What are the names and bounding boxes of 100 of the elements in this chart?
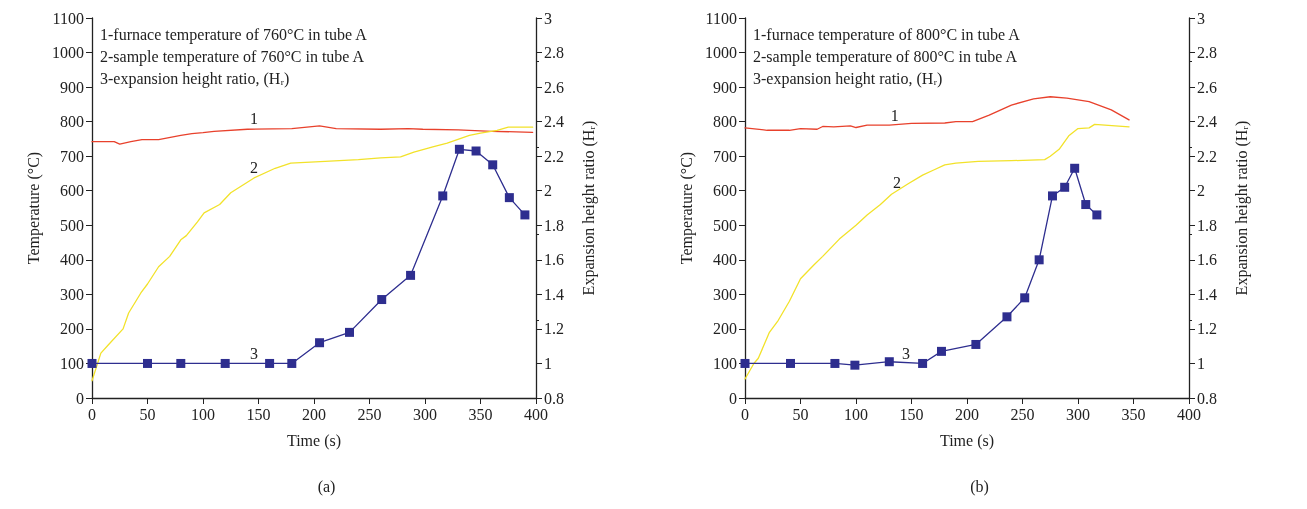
point xyxy=(971,339,981,349)
annotation: 2 xyxy=(250,159,259,177)
y-axis-title: Temperature (°C) xyxy=(24,151,43,265)
annotation: 2-sample temperature of 760°C in tube A xyxy=(100,47,365,66)
x-tick-label: 300 xyxy=(1066,405,1090,423)
y2-axis-title: Expansion height ratio (Hᵣ) xyxy=(579,120,598,296)
x-tick-label: 400 xyxy=(1177,405,1201,423)
y2-tick-label: 2.6 xyxy=(544,78,564,96)
annotation: 1 xyxy=(250,110,259,128)
y-tick-label: 900 xyxy=(60,78,84,96)
y-tick-label: 800 xyxy=(713,113,737,131)
point xyxy=(1060,182,1070,192)
line-series xyxy=(744,123,1130,380)
x-axis-title: Time (s) xyxy=(939,431,995,450)
point xyxy=(176,358,186,368)
x-tick-label: 150 xyxy=(899,405,924,423)
y-tick-label: 1100 xyxy=(52,9,84,27)
y2-tick-label: 1.2 xyxy=(1197,320,1217,338)
annotation: 2 xyxy=(893,173,902,191)
y2-tick-label: 0.8 xyxy=(1197,389,1217,407)
y2-tick-label: 2.4 xyxy=(544,113,564,131)
y-tick-label: 100 xyxy=(60,354,84,372)
point xyxy=(265,358,275,368)
x-axis-title: Time (s) xyxy=(286,431,342,450)
text: (a) xyxy=(317,477,336,496)
x-tick-label: 200 xyxy=(955,405,979,423)
point xyxy=(1020,293,1030,303)
point xyxy=(1034,255,1044,265)
x-tick-label: 200 xyxy=(302,405,326,423)
y-tick-label: 600 xyxy=(713,182,737,200)
y-tick-label: 600 xyxy=(60,182,84,200)
x-tick-label: 100 xyxy=(191,405,215,423)
line-series xyxy=(744,96,1130,131)
x-tick-label: 50 xyxy=(792,405,809,423)
x-tick-label: 100 xyxy=(844,405,868,423)
y2-tick-label: 2 xyxy=(1197,182,1205,200)
annotation: 2-sample temperature of 800°C in tube A xyxy=(753,47,1018,66)
text: (b) xyxy=(970,477,989,496)
y2-tick-label: 2.4 xyxy=(1197,113,1217,131)
y2-tick-label: 1.4 xyxy=(1197,285,1217,303)
point xyxy=(220,358,230,368)
y2-tick-label: 1.8 xyxy=(544,216,564,234)
point xyxy=(471,146,481,156)
annotation: 3 xyxy=(250,344,259,362)
y-tick-label: 1100 xyxy=(705,9,737,27)
x-tick-label: 300 xyxy=(413,405,437,423)
y-tick-label: 1000 xyxy=(705,44,737,62)
y-tick-label: 900 xyxy=(713,78,737,96)
y2-tick-label: 1.2 xyxy=(544,320,564,338)
point xyxy=(1092,210,1102,220)
y2-tick-label: 3 xyxy=(1197,9,1205,27)
x-tick-label: 350 xyxy=(468,405,493,423)
point xyxy=(1070,163,1080,173)
y2-tick-label: 1.4 xyxy=(544,285,564,303)
point xyxy=(315,338,325,348)
y2-tick-label: 1.6 xyxy=(1197,251,1217,269)
point xyxy=(377,295,387,305)
point xyxy=(1047,191,1057,201)
point xyxy=(918,358,928,368)
annotation: 3-expansion height ratio, (Hᵣ) xyxy=(100,69,290,88)
annotation: 1-furnace temperature of 800°C in tube A xyxy=(753,25,1021,44)
y-tick-label: 0 xyxy=(76,389,84,407)
point xyxy=(786,358,796,368)
y2-tick-label: 1.6 xyxy=(544,251,564,269)
point xyxy=(438,191,448,201)
y-tick-label: 500 xyxy=(60,216,84,234)
y-tick-label: 500 xyxy=(713,216,737,234)
y-tick-label: 200 xyxy=(713,320,737,338)
x-tick-label: 400 xyxy=(524,405,548,423)
y-tick-label: 300 xyxy=(713,285,737,303)
y2-tick-label: 2 xyxy=(544,182,552,200)
x-tick-label: 350 xyxy=(1121,405,1146,423)
x-tick-label: 0 xyxy=(741,405,749,423)
x-tick-label: 0 xyxy=(88,405,96,423)
point xyxy=(454,144,464,154)
point xyxy=(850,360,860,370)
y2-tick-label: 3 xyxy=(544,9,552,27)
point xyxy=(504,193,514,203)
y2-tick-label: 2.8 xyxy=(1197,44,1217,62)
y2-tick-label: 0.8 xyxy=(544,389,564,407)
point xyxy=(345,327,355,337)
y2-tick-label: 1 xyxy=(544,354,552,372)
annotation: 1 xyxy=(890,106,899,124)
x-tick-label: 50 xyxy=(139,405,156,423)
point xyxy=(936,346,946,356)
point xyxy=(884,357,894,367)
y2-tick-label: 1 xyxy=(1197,354,1205,372)
point xyxy=(143,358,152,368)
y-tick-label: 700 xyxy=(60,147,84,165)
point xyxy=(1002,312,1012,322)
y2-axis-title: Expansion height ratio (Hᵣ) xyxy=(1232,120,1251,296)
y2-tick-label: 2.6 xyxy=(1197,78,1217,96)
y-tick-label: 100 xyxy=(713,354,737,372)
y2-tick-label: 2.2 xyxy=(1197,147,1217,165)
y-tick-label: 400 xyxy=(60,251,84,269)
x-tick-label: 250 xyxy=(357,405,382,423)
y-tick-label: 200 xyxy=(60,320,84,338)
y-tick-label: 800 xyxy=(60,113,84,131)
point xyxy=(287,358,297,368)
point xyxy=(520,210,530,220)
